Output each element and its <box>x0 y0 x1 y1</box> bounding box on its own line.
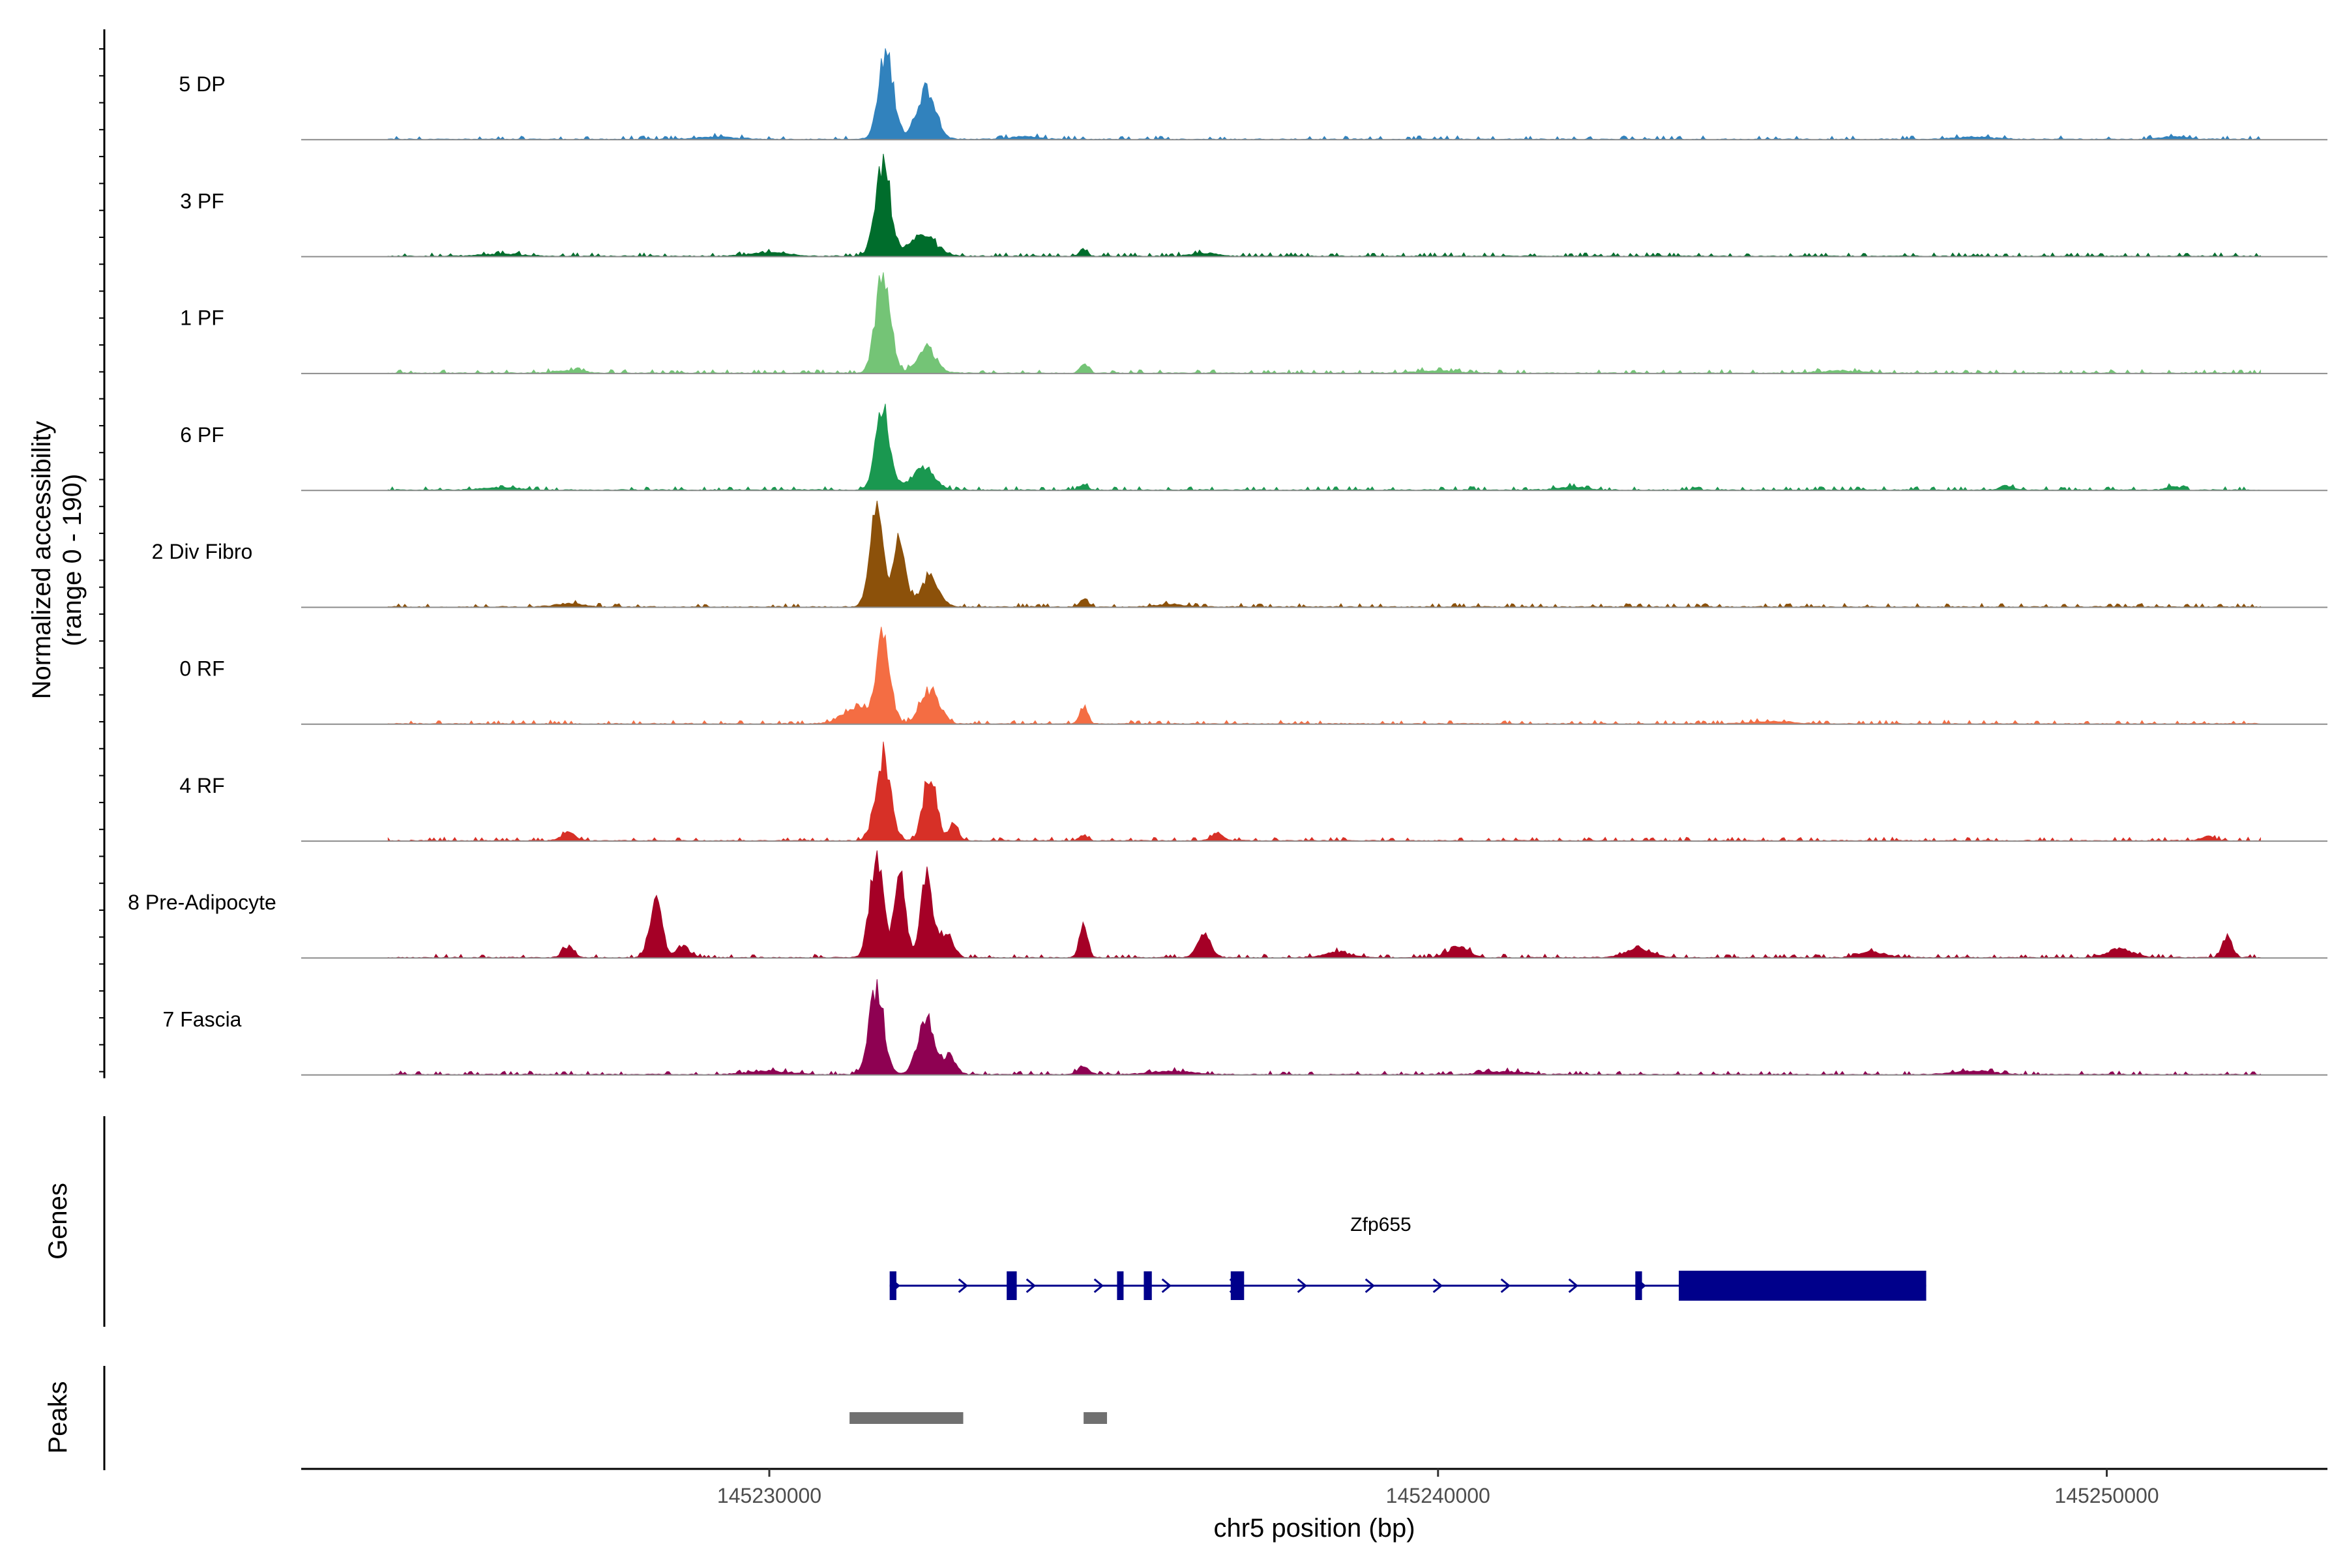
gene-exon <box>1679 1271 1926 1301</box>
coverage-track-4: 2 Div Fibro <box>152 501 2327 608</box>
peak-region <box>1084 1412 1108 1424</box>
track-label: 3 PF <box>180 189 224 213</box>
track-label: 2 Div Fibro <box>152 540 253 563</box>
x-tick-label: 145230000 <box>717 1484 821 1507</box>
track-label: 4 RF <box>179 774 224 797</box>
coverage-area <box>387 979 2261 1076</box>
coverage-track-6: 4 RF <box>179 741 2327 842</box>
coverage-area <box>387 741 2261 842</box>
genes-track-title: Genes <box>44 1183 72 1260</box>
gene-exon <box>889 1271 896 1300</box>
gene-exon <box>1007 1271 1017 1300</box>
strand-arrow <box>1365 1278 1375 1294</box>
peaks-track-title: Peaks <box>44 1381 72 1453</box>
x-tick-label: 145250000 <box>2054 1484 2159 1507</box>
x-tick-label: 145240000 <box>1386 1484 1490 1507</box>
coverage-area <box>387 404 2261 492</box>
coverage-track-5: 0 RF <box>179 627 2327 725</box>
coverage-area <box>387 272 2261 374</box>
peaks-track: Peaks <box>44 1366 1108 1470</box>
gene-0: Zfp655 <box>889 1214 1926 1301</box>
strand-arrow <box>1297 1278 1307 1294</box>
coverage-area <box>387 501 2261 608</box>
coverage-track-8: 7 Fascia <box>163 979 2327 1076</box>
y-axis <box>99 29 106 1078</box>
track-label: 0 RF <box>179 657 224 681</box>
strand-arrow <box>958 1278 968 1294</box>
track-label: 6 PF <box>180 423 224 447</box>
track-label: 1 PF <box>180 306 224 330</box>
coverage-track-7: 8 Pre-Adipocyte <box>128 850 2327 959</box>
coverage-tracks: 5 DP 3 PF 1 PF 6 PF 2 Div Fibro 0 RF 4 RF 8 Pre… <box>128 48 2327 1076</box>
y-axis-title: Normalized accessibility <box>27 421 56 700</box>
y-axis-range-label: (range 0 - 190) <box>58 474 87 647</box>
coverage-track-1: 3 PF <box>180 153 2327 258</box>
track-label: 5 DP <box>179 72 225 96</box>
peak-region <box>849 1412 964 1424</box>
coverage-area <box>387 850 2261 959</box>
x-axis: 145230000 145240000 145250000 <box>301 1468 2327 1507</box>
strand-arrow <box>1500 1278 1511 1294</box>
coverage-area <box>387 153 2261 258</box>
coverage-area <box>387 48 2261 141</box>
gene-name-label: Zfp655 <box>1350 1214 1411 1235</box>
strand-arrow <box>1432 1278 1443 1294</box>
gene-exon <box>1117 1271 1124 1300</box>
gene-annotation-track: Genes Zfp655 <box>44 1116 1926 1327</box>
coverage-track-3: 6 PF <box>180 404 2327 492</box>
track-label: 8 Pre-Adipocyte <box>128 891 276 914</box>
gene-exon <box>1144 1271 1152 1300</box>
strand-arrow <box>1093 1278 1104 1294</box>
strand-arrow <box>1161 1278 1172 1294</box>
coverage-area <box>387 627 2261 725</box>
strand-arrow <box>1568 1278 1578 1294</box>
track-label: 7 Fascia <box>163 1007 242 1031</box>
strand-arrow <box>1026 1278 1036 1294</box>
gene-exon <box>1635 1271 1642 1300</box>
coverage-track-2: 1 PF <box>180 272 2327 374</box>
x-axis-title: chr5 position (bp) <box>1213 1514 1415 1543</box>
coverage-track-0: 5 DP <box>179 48 2327 141</box>
gene-exon <box>1230 1271 1245 1300</box>
